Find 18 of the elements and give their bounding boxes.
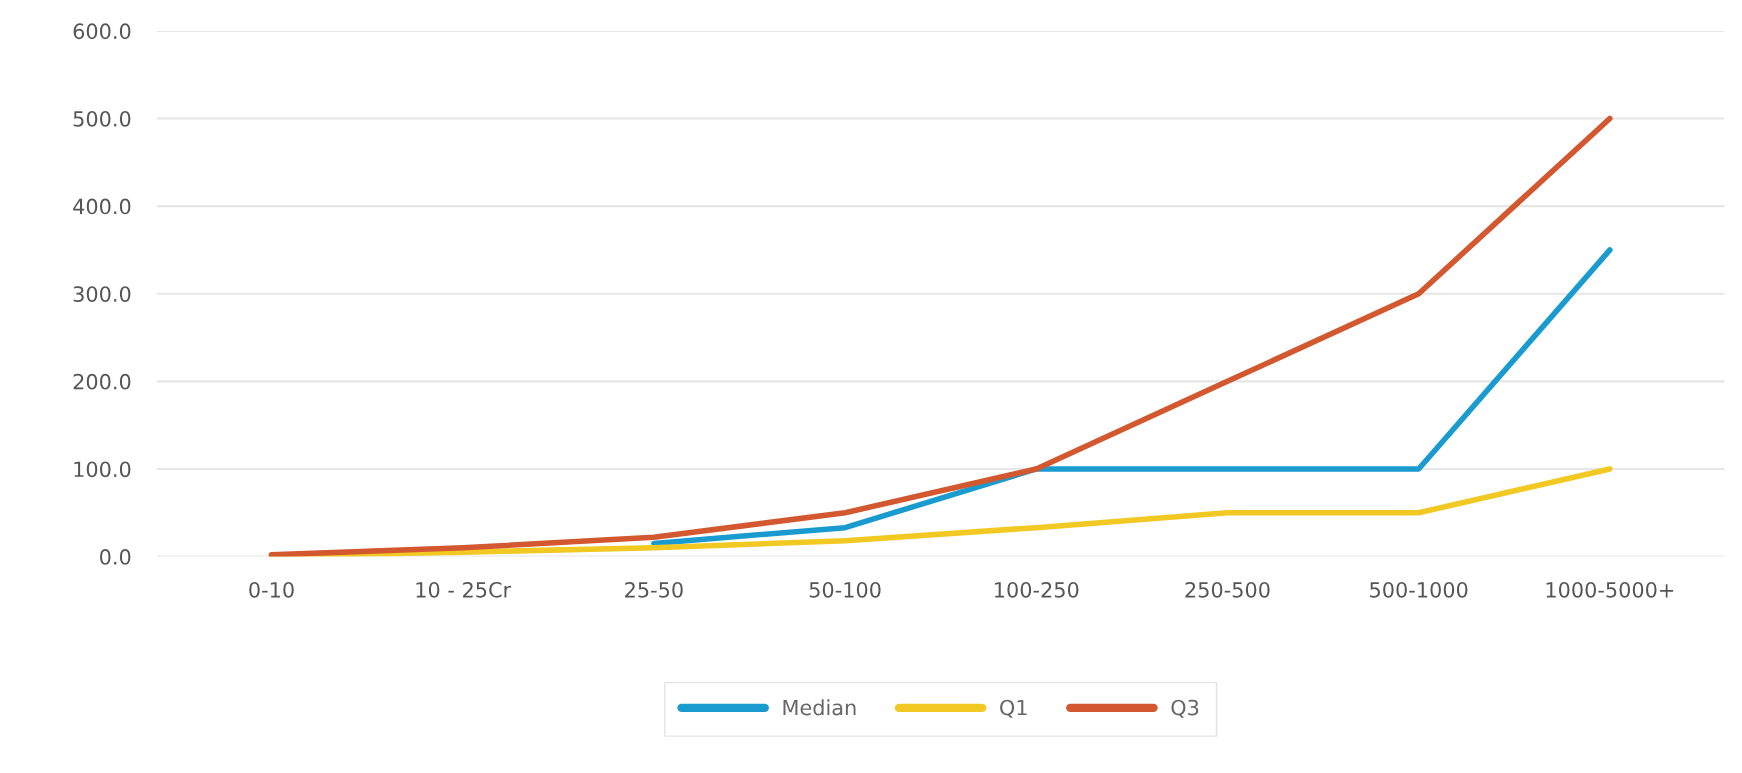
x-tick-label: 1000-5000+ xyxy=(1546,581,1674,598)
x-tick-label: 0-10 xyxy=(249,581,294,598)
y-tick-label: 300.0 xyxy=(73,286,131,302)
y-tick-label: 600.0 xyxy=(73,23,131,40)
x-tick-label: 10 - 25Cr xyxy=(416,581,512,598)
legend-label: Q1 xyxy=(1000,699,1027,718)
y-tick-label: 200.0 xyxy=(73,373,131,390)
x-tick-label: 250-500 xyxy=(1185,581,1270,598)
legend-label: Median xyxy=(783,699,856,716)
x-tick-label: 25-50 xyxy=(625,581,683,598)
y-tick-label: 500.0 xyxy=(73,110,131,127)
x-tick-label: 100-250 xyxy=(995,581,1079,598)
y-tick-label: 400.0 xyxy=(73,198,131,215)
x-tick-label: 500-1000 xyxy=(1370,581,1468,598)
y-tick-label: 100.0 xyxy=(74,461,131,478)
legend-label: Q3 xyxy=(1171,699,1199,718)
y-tick-label: 0.0 xyxy=(100,549,131,565)
x-tick-label: 50-100 xyxy=(809,581,881,598)
